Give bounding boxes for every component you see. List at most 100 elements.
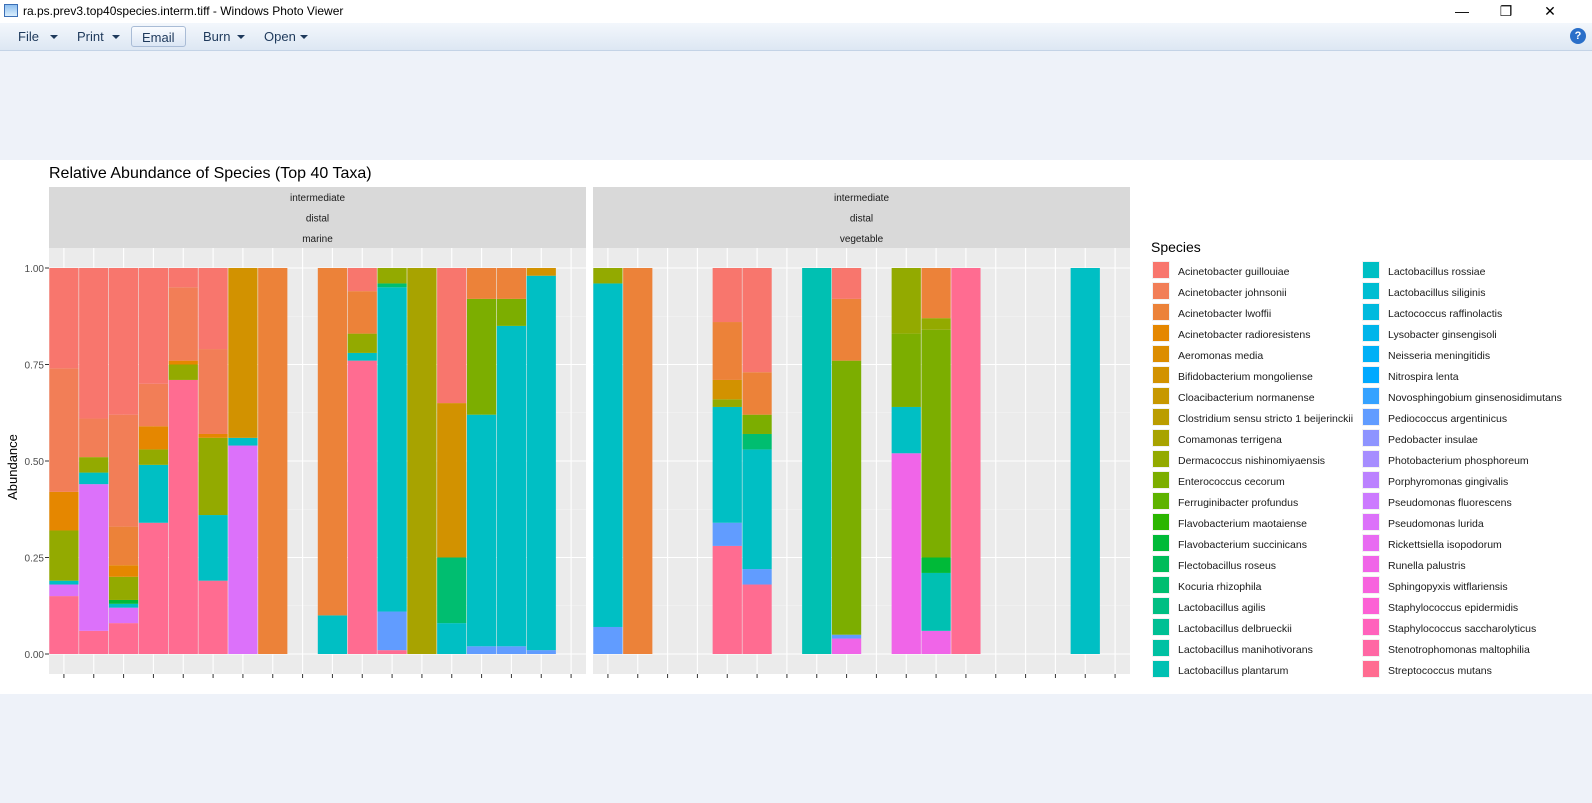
legend-label: Comamonas terrigena <box>1178 434 1282 446</box>
file-menu[interactable]: File <box>18 29 39 44</box>
bar-segment <box>168 360 198 365</box>
bar-segment <box>198 349 228 434</box>
legend-label: Lactobacillus siliginis <box>1388 287 1485 299</box>
facet-strip-label: distal <box>306 214 329 225</box>
legend-swatch <box>1153 325 1169 341</box>
legend-label: Pediococcus argentinicus <box>1388 413 1507 425</box>
bar-segment <box>138 383 169 427</box>
facet-panel: intermediate distal vegetable <box>593 187 1130 678</box>
bar-segment <box>198 433 228 438</box>
bar-segment <box>742 449 772 570</box>
print-dropdown-icon[interactable] <box>112 35 120 39</box>
legend-label: Lysobacter ginsengisoli <box>1388 329 1497 341</box>
bar-segment <box>228 268 258 438</box>
legend-label: Cloacibacterium normanense <box>1178 392 1315 404</box>
legend-swatch <box>1153 472 1169 488</box>
bar-segment <box>49 530 79 581</box>
bar-segment <box>526 650 556 654</box>
legend-swatch <box>1363 577 1379 593</box>
bar-segment <box>168 287 198 361</box>
bar-segment <box>831 298 862 361</box>
minimize-button[interactable]: — <box>1455 3 1469 19</box>
legend-swatch <box>1153 409 1169 425</box>
bar-segment <box>138 464 169 523</box>
window-title: ra.ps.prev3.top40species.interm.tiff - W… <box>23 4 344 18</box>
legend-label: Staphylococcus epidermidis <box>1388 602 1518 614</box>
bar-segment <box>593 626 623 654</box>
bar-segment <box>712 268 742 323</box>
bar-segment <box>407 268 437 654</box>
bar-segment <box>168 268 198 288</box>
bar-segment <box>437 403 467 558</box>
legend-swatch <box>1153 556 1169 572</box>
bar-segment <box>347 352 377 361</box>
bar-segment <box>742 372 772 415</box>
legend-swatch <box>1363 304 1379 320</box>
bar-segment <box>138 449 169 465</box>
legend-swatch <box>1363 535 1379 551</box>
print-menu[interactable]: Print <box>77 29 104 44</box>
legend-swatch <box>1153 493 1169 509</box>
bar-segment <box>891 406 921 454</box>
bar-segment <box>1070 268 1100 654</box>
bar-segment <box>921 268 951 319</box>
bar-segment <box>496 298 527 326</box>
legend-swatch <box>1153 661 1169 677</box>
bar-segment <box>712 379 742 400</box>
chart-title: Relative Abundance of Species (Top 40 Ta… <box>49 165 372 182</box>
bar-segment <box>802 268 832 654</box>
bar-segment <box>891 268 921 334</box>
legend-label: Porphyromonas gingivalis <box>1388 476 1508 488</box>
bar-segment <box>831 268 862 299</box>
file-dropdown-icon[interactable] <box>50 35 58 39</box>
facet-strip <box>593 228 1130 249</box>
email-button[interactable]: Email <box>131 26 186 47</box>
legend-swatch <box>1363 367 1379 383</box>
y-axis-label: Abundance <box>5 434 20 500</box>
bar-segment <box>593 283 623 627</box>
facet-strip-label: vegetable <box>840 234 884 245</box>
close-button[interactable]: ✕ <box>1544 3 1556 19</box>
burn-menu[interactable]: Burn <box>203 29 231 44</box>
burn-dropdown-icon[interactable] <box>237 35 245 39</box>
legend-label: Streptococcus mutans <box>1388 665 1492 677</box>
bar-segment <box>49 584 79 597</box>
legend-label: Aeromonas media <box>1178 350 1263 362</box>
legend-label: Pseudomonas lurida <box>1388 518 1484 530</box>
bar-segment <box>198 580 228 654</box>
legend-swatch <box>1363 325 1379 341</box>
legend-swatch <box>1153 283 1169 299</box>
legend-swatch <box>1153 430 1169 446</box>
legend-swatch <box>1153 598 1169 614</box>
bar-segment <box>526 275 556 651</box>
legend-label: Clostridium sensu stricto 1 beijerinckii <box>1178 413 1353 425</box>
bar-segment <box>317 268 348 616</box>
legend-swatch <box>1363 619 1379 635</box>
bar-segment <box>108 607 139 624</box>
open-dropdown-icon[interactable] <box>300 35 308 39</box>
legend-swatch <box>1153 577 1169 593</box>
bar-segment <box>466 298 497 415</box>
y-tick-label: 0.00 <box>25 650 45 661</box>
bar-segment <box>108 623 139 654</box>
bar-segment <box>437 557 467 624</box>
bar-segment <box>258 268 288 654</box>
legend-swatch <box>1363 430 1379 446</box>
bar-segment <box>49 596 79 654</box>
restore-button[interactable]: ❐ <box>1499 3 1513 19</box>
bar-segment <box>138 522 169 654</box>
bar-segment <box>712 406 742 523</box>
legend-swatch <box>1363 283 1379 299</box>
help-icon[interactable]: ? <box>1570 28 1586 44</box>
legend-label: Enterococcus cecorum <box>1178 476 1285 488</box>
bar-segment <box>228 445 258 654</box>
legend-label: Lactococcus raffinolactis <box>1388 308 1502 320</box>
open-menu[interactable]: Open <box>264 29 296 44</box>
bar-segment <box>712 522 742 546</box>
legend-label: Kocuria rhizophila <box>1178 581 1262 593</box>
bar-segment <box>168 364 198 380</box>
bar-segment <box>437 268 467 404</box>
bar-segment <box>347 268 377 292</box>
bar-segment <box>138 426 169 450</box>
bar-segment <box>831 634 862 639</box>
